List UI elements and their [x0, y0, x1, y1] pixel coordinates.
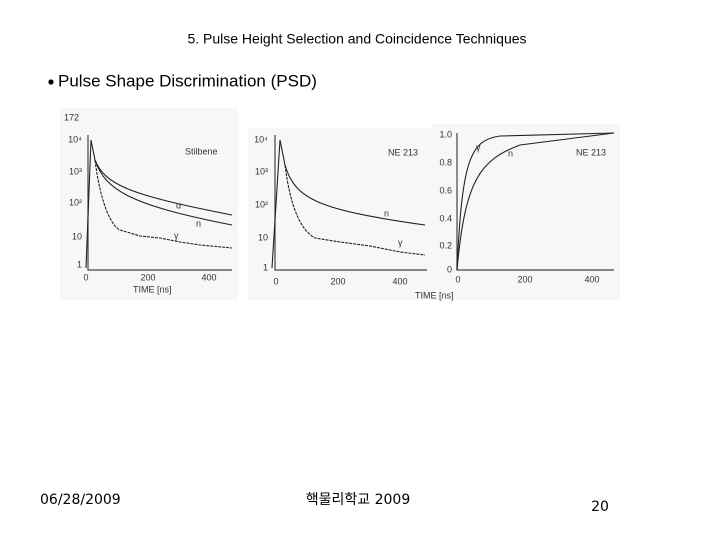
y-label: 0.6	[439, 185, 452, 195]
y-label: 1	[263, 262, 268, 272]
corner-label: 172	[64, 112, 79, 122]
curve-label: γ	[174, 230, 179, 240]
axes	[274, 135, 427, 271]
curve	[284, 164, 426, 256]
bullet-text: Pulse Shape Discrimination (PSD)	[58, 71, 317, 90]
curve	[456, 132, 615, 271]
y-label: 10	[258, 232, 268, 242]
x-label: 200	[140, 272, 155, 282]
x-title: TIME [ns]	[133, 284, 172, 294]
y-label: 10⁴	[254, 134, 268, 144]
y-label: 0.2	[439, 240, 452, 250]
y-label: 0.8	[439, 157, 452, 167]
curve-label: γ	[476, 142, 481, 152]
figure-text: 172 10⁴ 10³ 10² 10 1 Stilbene α n γ 0 20…	[64, 112, 606, 300]
x-label: 0	[273, 276, 278, 286]
y-label: 1.0	[439, 129, 452, 139]
panel-label: Stilbene	[185, 146, 218, 156]
curve	[456, 132, 615, 271]
panel-label: NE 213	[576, 147, 606, 157]
y-label: 1	[77, 259, 82, 269]
x-label: 400	[584, 274, 599, 284]
y-label: 10²	[255, 199, 268, 209]
page-number: 20	[591, 499, 609, 515]
footer-org: 핵물리학교 2009	[306, 492, 410, 508]
curve-label: n	[508, 148, 513, 158]
y-label: 0	[447, 264, 452, 274]
y-label: 10²	[69, 197, 82, 207]
curve	[94, 159, 233, 226]
x-label: 400	[392, 276, 407, 286]
curve-label: α	[176, 200, 181, 210]
y-label: 10⁴	[68, 134, 82, 144]
slide-title: 5. Pulse Height Selection and Coincidenc…	[187, 31, 526, 47]
x-label: 200	[330, 276, 345, 286]
x-label: 0	[83, 272, 88, 282]
y-label: 0.4	[439, 213, 452, 223]
curve-label: n	[196, 218, 201, 228]
curve-label: γ	[398, 237, 403, 247]
curve-label: n	[384, 208, 389, 218]
y-label: 10	[72, 231, 82, 241]
y-label: 10³	[69, 166, 82, 176]
panel-bg	[432, 124, 620, 300]
x-label: 200	[517, 274, 532, 284]
curve	[94, 159, 233, 249]
figure	[60, 108, 620, 300]
footer-date: 06/28/2009	[40, 492, 121, 508]
y-label: 10³	[255, 166, 268, 176]
bullet-dot	[48, 79, 54, 85]
x-title: TIME [ns]	[415, 290, 454, 300]
panel-label: NE 213	[388, 147, 418, 157]
x-label: 400	[201, 272, 216, 282]
axes	[87, 135, 232, 271]
x-label: 0	[455, 274, 460, 284]
